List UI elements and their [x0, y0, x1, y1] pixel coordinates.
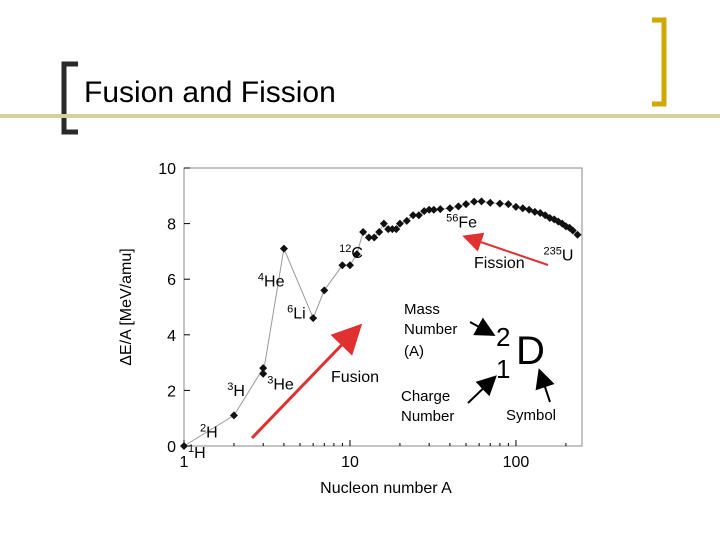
isotope-mass-number: 2: [496, 322, 510, 352]
data-point: [495, 199, 504, 208]
charge-number-line-1: Charge: [401, 388, 450, 405]
data-point: [461, 200, 470, 209]
isotope-charge-number: 1: [496, 354, 510, 384]
data-point: [530, 207, 539, 216]
symbol-pointer: [535, 368, 555, 403]
fusion-arrow: [250, 323, 363, 440]
data-point: [470, 197, 479, 206]
data-point: [279, 244, 288, 253]
mass-number-line-1: Mass: [404, 301, 440, 318]
data-point: [259, 369, 268, 378]
data-points: [180, 197, 582, 450]
charge-number-pointer: [467, 375, 497, 404]
data-point: [409, 211, 418, 220]
symbol-label: Symbol: [506, 407, 556, 424]
data-point: [352, 250, 361, 259]
data-point: [414, 211, 423, 220]
y-tick-label: 0: [167, 439, 176, 456]
data-point: [477, 197, 486, 206]
data-point: [384, 225, 393, 234]
data-point: [229, 411, 238, 420]
data-point: [364, 233, 373, 242]
charge-number-line-2: Number: [401, 408, 454, 425]
y-tick-label: 8: [167, 217, 176, 234]
data-point: [338, 261, 347, 270]
data-point: [309, 314, 318, 323]
data-point: [359, 227, 368, 236]
data-point: [345, 261, 354, 270]
data-point: [436, 205, 445, 214]
x-tick-label: 10: [341, 454, 359, 471]
fusion-label: Fusion: [331, 369, 379, 386]
isotope-label-12c: 12C: [339, 243, 363, 262]
isotope-label-4he: 4He: [258, 272, 285, 291]
isotope-label-2h: 2H: [200, 422, 218, 441]
title-rule: [0, 114, 720, 118]
data-point: [429, 205, 438, 214]
data-point: [375, 227, 384, 236]
isotope-element-symbol: D: [516, 329, 545, 373]
isotope-label-6li: 6Li: [287, 304, 306, 323]
data-point: [504, 200, 513, 209]
mass-number-line-2: Number: [404, 321, 457, 338]
mass-number-pointer: [469, 317, 496, 336]
y-axis-label: ΔE/A [MeV/amu]: [118, 248, 135, 365]
y-tick-label: 2: [167, 383, 176, 400]
left-bracket: [61, 61, 78, 135]
isotope-label-3h: 3H: [227, 381, 245, 400]
tick-layer: 1 10 100 0 2 4 6 8 10: [158, 161, 567, 471]
right-bracket: [652, 17, 667, 107]
data-point: [486, 198, 495, 207]
data-point: [511, 202, 520, 211]
data-point: [180, 442, 188, 450]
x-tick-label: 1: [180, 454, 189, 471]
data-point: [518, 204, 527, 213]
data-point: [392, 225, 401, 234]
x-tick-label: 100: [503, 454, 530, 471]
isotope-label-1h: 1H: [188, 443, 206, 462]
data-point: [395, 219, 404, 228]
data-point: [402, 216, 411, 225]
y-tick-label: 6: [167, 272, 176, 289]
data-point: [370, 233, 379, 242]
mass-number-line-3: (A): [404, 343, 424, 360]
data-point: [568, 226, 577, 235]
data-point: [445, 204, 454, 213]
x-axis-label: Nucleon number A: [320, 480, 452, 497]
data-point: [259, 364, 268, 373]
y-tick-label: 4: [167, 328, 176, 345]
data-point: [425, 205, 434, 214]
data-point: [454, 202, 463, 211]
y-tick-label: 10: [158, 161, 176, 178]
slide-title: Fusion and Fission: [84, 76, 336, 109]
plot-area: [183, 167, 583, 447]
fission-label: Fission: [474, 255, 525, 272]
data-point: [573, 230, 582, 239]
data-point: [379, 219, 388, 228]
isotope-label-3he: 3He: [267, 375, 294, 394]
fission-arrow: [462, 232, 549, 266]
isotope-label-56fe: 56Fe: [446, 212, 477, 231]
isotope-label-235u: 235U: [544, 246, 574, 265]
data-point: [320, 286, 329, 295]
